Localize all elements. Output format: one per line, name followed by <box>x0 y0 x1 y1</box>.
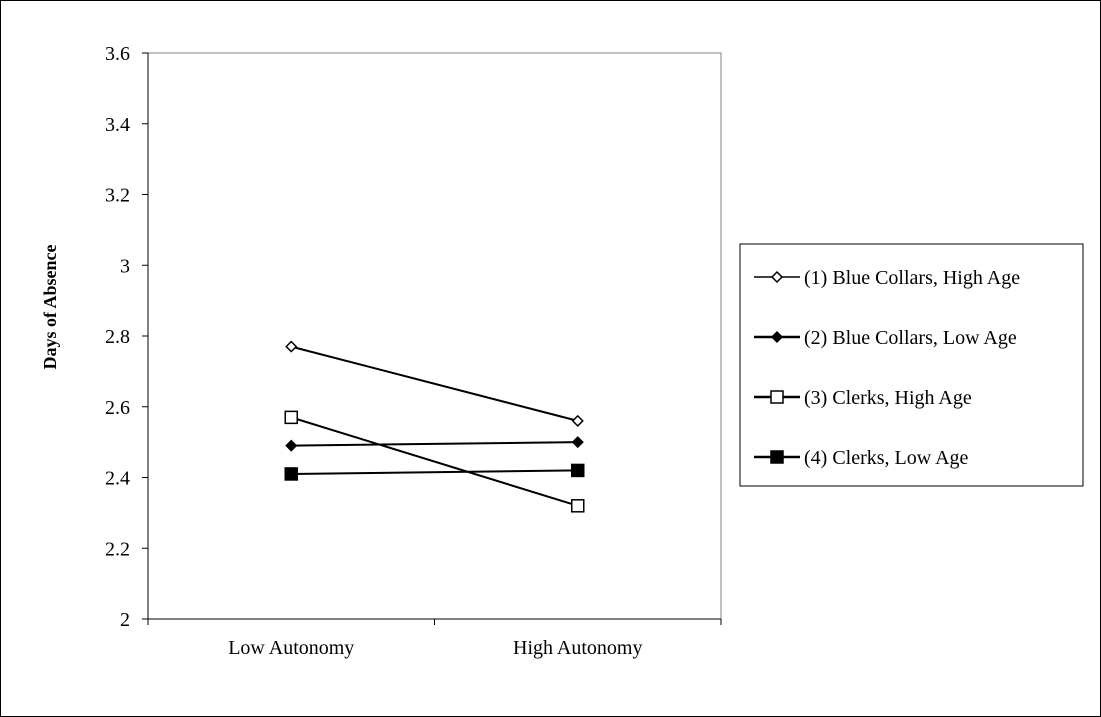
y-tick-label: 3.2 <box>105 185 130 207</box>
y-tick-label: 3.4 <box>105 114 130 136</box>
legend-marker <box>770 330 784 344</box>
series-line-2 <box>291 441 578 447</box>
data-point-series-1 <box>571 414 584 427</box>
y-tick-label: 3 <box>120 255 130 277</box>
y-tick-label: 3.6 <box>105 43 130 65</box>
y-tick-label: 2.2 <box>105 538 130 560</box>
data-point-series-4 <box>284 467 298 481</box>
y-axis: 2 2.2 2.4 2.6 2.8 3 3.2 3.4 3.6 <box>105 43 149 631</box>
legend-label: (4) Clerks, Low Age <box>804 447 969 469</box>
legend-label: (1) Blue Collars, High Age <box>804 267 1020 289</box>
legend-marker <box>770 450 784 464</box>
data-point-series-1 <box>285 340 298 353</box>
data-point-series-2 <box>285 439 298 452</box>
y-tick-label: 2 <box>120 609 130 631</box>
legend-box <box>739 243 1084 487</box>
data-point-series-2 <box>571 436 584 449</box>
y-tick-label: 2.4 <box>105 468 130 490</box>
legend-label: (3) Clerks, High Age <box>804 387 972 409</box>
y-tick-label: 2.8 <box>105 326 130 348</box>
series-line-1 <box>290 345 579 422</box>
series-line-3 <box>290 416 579 507</box>
x-tick-label: Low Autonomy <box>228 637 354 659</box>
series-group <box>284 340 585 513</box>
series-line-4 <box>291 469 578 475</box>
x-axis: Low Autonomy High Autonomy <box>147 618 722 659</box>
data-point-series-3 <box>284 410 298 425</box>
x-tick-label: High Autonomy <box>513 637 642 659</box>
legend-marker <box>770 270 784 284</box>
y-tick-label: 2.6 <box>105 397 130 419</box>
plot-area <box>147 52 722 620</box>
y-axis-label: Days of Absence <box>40 244 60 369</box>
legend-label: (2) Blue Collars, Low Age <box>804 327 1017 349</box>
legend-marker <box>770 390 784 404</box>
legend: (1) Blue Collars, High Age (2) Blue Colla… <box>739 243 1084 487</box>
data-point-series-4 <box>571 463 585 478</box>
data-point-series-3 <box>571 499 585 513</box>
